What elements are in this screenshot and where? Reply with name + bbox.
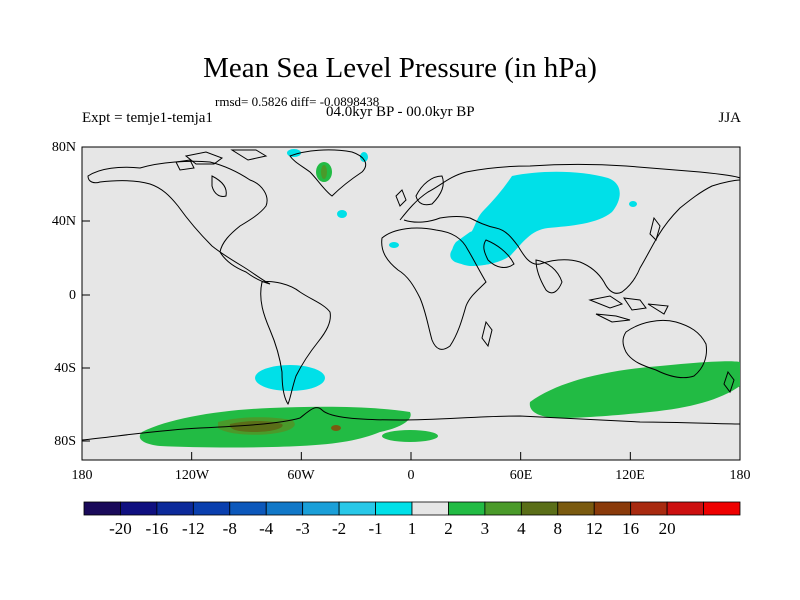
japan — [649, 216, 661, 241]
colorbar — [83, 501, 741, 516]
arctic-islands — [175, 149, 268, 171]
lon-label-180e: 180 — [729, 468, 751, 483]
colorbar-swatch-9 — [411, 501, 449, 516]
colorbar-label-11: 4 — [517, 519, 526, 538]
colorbar-label-2: -12 — [181, 519, 205, 538]
colorbar-swatch-11 — [484, 501, 522, 516]
colorbar-swatch-13 — [557, 501, 595, 516]
lon-label-0: 0 — [407, 468, 415, 483]
pacific-negative-blob — [629, 201, 637, 207]
colorbar-label-4: -4 — [259, 519, 274, 538]
colorbar-swatch-15 — [630, 501, 668, 516]
lon-label-120w: 120W — [174, 468, 210, 483]
madagascar — [481, 320, 493, 348]
colorbar-label-14: 16 — [622, 519, 640, 538]
atlantic-negative-blob — [337, 210, 347, 218]
scandinavia — [415, 175, 444, 206]
colorbar-label-3: -8 — [222, 519, 237, 538]
colorbar-swatch-4 — [229, 501, 267, 516]
colorbar-swatch-5 — [265, 501, 304, 516]
colorbar-label-6: -2 — [332, 519, 347, 538]
antarctic-peak-small — [331, 425, 341, 431]
chart-title: Mean Sea Level Pressure (in hPa) — [203, 52, 597, 84]
greenland-positive-core — [321, 165, 327, 179]
lon-label-60w: 60W — [287, 468, 315, 483]
british-isles — [395, 189, 407, 207]
colorbar-swatch-3 — [192, 501, 231, 516]
lat-label-40s: 40S — [54, 361, 76, 376]
colorbar-label-5: -3 — [295, 519, 310, 538]
colorbar-label-13: 12 — [585, 519, 603, 538]
hudson-bay — [211, 175, 227, 197]
lon-label-60e: 60E — [509, 468, 533, 483]
rmsd-diff-stats: rmsd= 0.5826 diff= -0.0898438 — [215, 94, 380, 109]
colorbar-swatch-0 — [83, 501, 121, 516]
colorbar-label-7: -1 — [368, 519, 383, 538]
colorbar-swatch-16 — [666, 501, 704, 516]
colorbar-label-10: 3 — [480, 519, 490, 538]
lon-label-180w: 180 — [71, 468, 93, 483]
mideast-negative-anomaly — [452, 229, 513, 266]
southern-ocean-positive-anomaly — [529, 361, 740, 418]
axis-ticks — [81, 146, 741, 460]
colorbar-swatch-7 — [338, 501, 376, 516]
colorbar-label-1: -16 — [145, 519, 169, 538]
colorbar-label-12: 8 — [553, 519, 563, 538]
indonesia — [588, 295, 669, 323]
south-america-negative-anomaly — [255, 365, 325, 391]
anomaly-fields — [139, 149, 740, 448]
africa-coast — [381, 227, 487, 350]
greenland-coast — [289, 149, 367, 197]
antarctica-coast — [81, 407, 741, 441]
arabian-peninsula — [483, 239, 515, 268]
lat-label-0: 0 — [69, 288, 76, 303]
new-zealand — [723, 370, 735, 394]
lat-label-80n: 80N — [51, 140, 76, 155]
colorbar-swatch-1 — [120, 501, 158, 516]
antarctic-east-positive — [382, 430, 438, 442]
colorbar-swatch-6 — [302, 501, 340, 516]
season-label: JJA — [718, 110, 741, 126]
greenland-negative-blob — [360, 152, 368, 162]
colorbar-swatch-8 — [375, 501, 413, 516]
eurasia-coast — [399, 164, 741, 294]
lat-label-80s: 80S — [54, 434, 76, 449]
colorbar-swatch-17 — [703, 501, 741, 516]
colorbar-swatch-10 — [448, 501, 486, 516]
colorbar-label-0: -20 — [109, 519, 132, 538]
experiment-label: Expt = temje1-temja1 — [82, 110, 213, 126]
south-america-coast — [260, 281, 331, 405]
colorbar-swatch-12 — [520, 501, 559, 516]
canada-negative-blob — [287, 149, 301, 157]
coastlines — [81, 149, 741, 441]
lon-label-120e: 120E — [615, 468, 645, 483]
colorbar-swatch-2 — [156, 501, 194, 516]
africa-negative-blob — [389, 242, 399, 248]
lat-label-40n: 40N — [51, 214, 76, 229]
india — [535, 259, 563, 294]
colorbar-label-15: 20 — [658, 519, 676, 538]
colorbar-label-8: 1 — [407, 519, 417, 538]
north-america-coast — [87, 160, 271, 285]
colorbar-swatch-14 — [593, 501, 632, 516]
map-plot-area — [81, 146, 741, 461]
colorbar-label-9: 2 — [444, 519, 453, 538]
period-label: 04.0kyr BP - 00.0kyr BP — [326, 104, 475, 120]
australia-coast — [622, 319, 707, 379]
